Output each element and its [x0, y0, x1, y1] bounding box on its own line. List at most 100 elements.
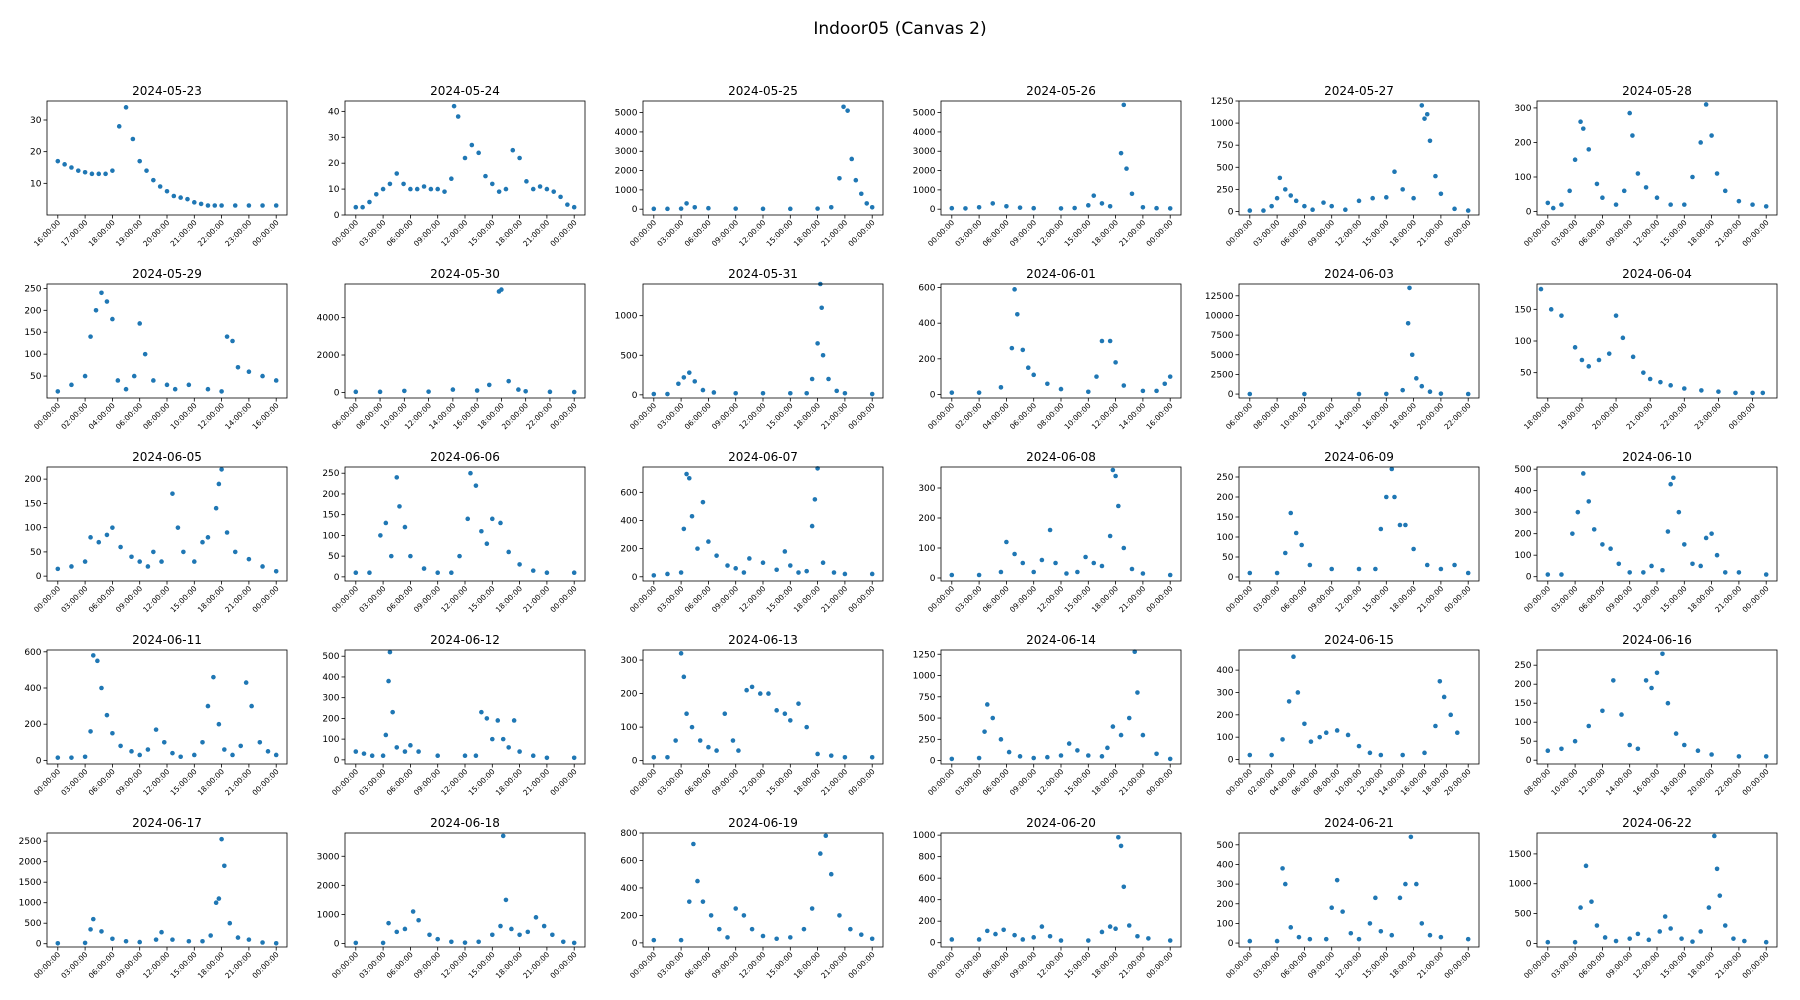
- data-point: [243, 680, 249, 685]
- x-tick-label: 18:00:00: [196, 950, 226, 980]
- data-point: [230, 752, 235, 758]
- x-tick-label: 21:00:00: [521, 950, 551, 980]
- data-point: [484, 716, 490, 721]
- data-point: [353, 389, 359, 395]
- x-tick-label: 06:00:00: [1577, 584, 1607, 614]
- data-point: [1329, 905, 1334, 910]
- data-point: [837, 175, 842, 181]
- data-point: [353, 204, 359, 210]
- data-point: [1017, 205, 1023, 210]
- data-point: [560, 939, 566, 945]
- y-tick-label: 1000: [317, 910, 340, 920]
- data-point: [273, 203, 279, 208]
- data-point: [1006, 749, 1012, 755]
- x-tick-label: 06:00:00: [981, 950, 1011, 980]
- x-tick-label: 06:00:00: [981, 218, 1011, 248]
- y-tick-label: 50: [30, 548, 42, 558]
- x-tick-label: 18:00:00: [1388, 401, 1418, 431]
- x-tick-label: 00:00:00: [1442, 950, 1472, 980]
- data-point: [1662, 914, 1668, 919]
- x-tick-label: 03:00:00: [1549, 584, 1579, 614]
- x-tick-label: 15:00:00: [1063, 950, 1093, 980]
- x-tick-label: 18:00:00: [196, 767, 226, 797]
- subplot-frame: [642, 100, 884, 216]
- x-tick-label: 18:00:00: [792, 950, 822, 980]
- data-point: [161, 739, 167, 745]
- x-tick-label: 00:00:00: [1522, 218, 1552, 248]
- subplot: 2024-06-19020040060080000:00:0003:00:000…: [620, 816, 884, 980]
- data-point: [205, 535, 211, 540]
- data-point: [153, 937, 159, 942]
- data-point: [1438, 934, 1444, 940]
- data-point: [378, 533, 383, 538]
- subplot-title: 2024-06-21: [1324, 816, 1394, 830]
- data-point: [129, 749, 134, 754]
- data-point: [483, 173, 488, 179]
- subplot-title: 2024-06-09: [1324, 450, 1394, 464]
- subplot-frame: [642, 832, 884, 948]
- y-tick-label: 150: [1514, 699, 1531, 709]
- x-tick-label: 00:00:00: [1442, 584, 1472, 614]
- data-point: [1706, 905, 1712, 910]
- x-tick-label: 06:00:00: [385, 584, 415, 614]
- data-point: [714, 553, 719, 558]
- data-point: [1392, 169, 1397, 174]
- data-point: [1058, 938, 1064, 943]
- subplot-frame: [940, 466, 1182, 582]
- data-point: [1389, 932, 1395, 938]
- x-tick-label: 00:00:00: [1522, 584, 1552, 614]
- data-point: [1572, 345, 1578, 350]
- y-tick-label: 800: [620, 829, 637, 839]
- data-point: [571, 204, 577, 210]
- y-tick-label: 200: [1514, 680, 1531, 690]
- data-point: [96, 171, 102, 177]
- data-point: [1627, 570, 1632, 575]
- data-point: [517, 932, 522, 938]
- data-point: [809, 906, 815, 911]
- x-tick-label: 08:00:00: [1251, 401, 1281, 431]
- data-point: [815, 341, 820, 346]
- x-tick-label: 00:00:00: [926, 584, 956, 614]
- data-point: [1591, 527, 1597, 532]
- data-point: [1392, 494, 1397, 500]
- data-point: [1454, 730, 1460, 736]
- data-point: [1690, 174, 1695, 180]
- x-tick-label: 03:00:00: [655, 401, 685, 431]
- data-point: [842, 754, 848, 760]
- data-point: [1698, 140, 1703, 145]
- data-point: [273, 941, 279, 946]
- x-tick-label: 20:00:00: [141, 218, 171, 248]
- data-point: [1703, 535, 1709, 541]
- data-point: [1116, 835, 1121, 840]
- subplot-title: 2024-06-22: [1622, 816, 1692, 830]
- data-point: [449, 570, 454, 576]
- x-tick-label: 00:00:00: [32, 401, 62, 431]
- y-tick-label: 7500: [1211, 331, 1234, 341]
- subplot: 2024-06-21010020030040050000:00:0003:00:…: [1216, 816, 1480, 980]
- x-tick-label: 00:00:00: [628, 584, 658, 614]
- data-point: [809, 523, 815, 529]
- subplot: 2024-05-2702505007501000125000:00:0003:0…: [1211, 84, 1480, 248]
- data-point: [686, 370, 692, 375]
- data-point: [804, 390, 809, 396]
- data-point: [858, 191, 864, 197]
- data-point: [145, 564, 151, 569]
- x-tick-label: 12:00:00: [196, 401, 226, 431]
- data-point: [1099, 929, 1105, 935]
- data-point: [123, 938, 129, 944]
- x-tick-label: 00:00:00: [846, 584, 876, 614]
- data-point: [1118, 150, 1124, 156]
- x-tick-label: 06:00:00: [683, 218, 713, 248]
- x-tick-label: 17:00:00: [59, 218, 89, 248]
- data-point: [1433, 723, 1438, 729]
- data-point: [1559, 202, 1564, 207]
- data-point: [435, 570, 441, 576]
- data-point: [828, 204, 834, 210]
- data-point: [949, 205, 955, 211]
- data-point: [1400, 187, 1405, 192]
- data-point: [1716, 389, 1721, 394]
- data-point: [757, 691, 763, 696]
- data-point: [1586, 147, 1592, 152]
- x-tick-label: 12:00:00: [1333, 218, 1363, 248]
- data-point: [692, 204, 698, 210]
